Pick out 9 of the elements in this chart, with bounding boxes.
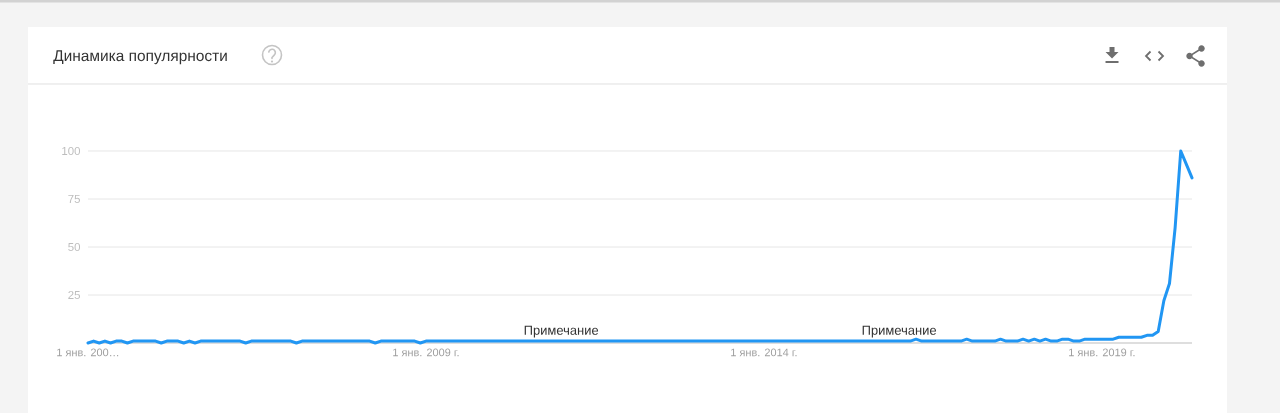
y-tick-label: 25 [68,290,80,300]
y-tick-label: 75 [68,195,80,203]
annotation: Примечание [524,325,599,338]
x-tick-label: 1 янв. 200… [57,348,119,357]
chart-title: Динамика популярности [53,50,227,65]
y-tick-label: 100 [62,146,81,156]
y-tick-label: 50 [68,242,81,252]
annotation: Примечание [862,325,937,338]
line-series [86,149,1194,345]
